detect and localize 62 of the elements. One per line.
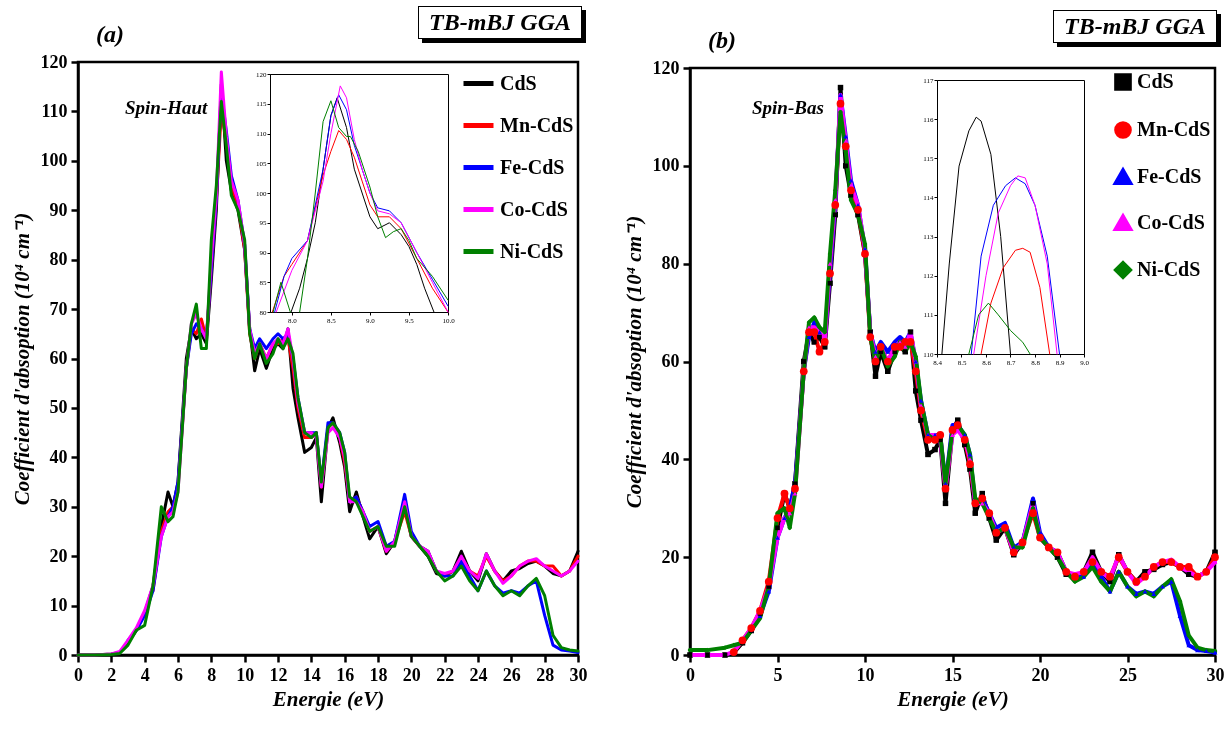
legend-label: CdS <box>1137 70 1174 92</box>
y-axis-title: Coefficient d'absoption (10⁴ cm⁻¹) <box>621 215 646 509</box>
y-tick-label: 100 <box>40 150 68 171</box>
text: TB-mBJ GGA <box>1053 10 1218 43</box>
x-tick-label: 12 <box>269 664 288 685</box>
x-tick-label: 4 <box>140 664 150 685</box>
y-tick-label: 70 <box>49 298 68 319</box>
legend-label: Co-CdS <box>500 197 568 220</box>
y-tick-label: 10 <box>49 595 68 616</box>
y-tick-label: 60 <box>661 351 680 371</box>
x-tick-label: 26 <box>502 664 521 685</box>
x-tick-label: 20 <box>402 664 421 685</box>
x-tick-label: 28 <box>536 664 555 685</box>
y-axis-title: Coefficient d'absoption (10⁴ cm⁻¹) <box>9 212 34 506</box>
y-tick-label: 40 <box>661 448 680 469</box>
annotation: Spin-Haut <box>125 97 208 119</box>
x-tick-label: 10 <box>856 664 875 685</box>
legend-label: Ni-CdS <box>1137 258 1201 280</box>
x-tick-label: 20 <box>1031 664 1050 685</box>
legend-label: Ni-CdS <box>500 239 564 262</box>
legend-label: Mn-CdS <box>500 113 574 136</box>
y-tick-label: 120 <box>652 57 680 78</box>
y-tick-label: 0 <box>58 644 68 665</box>
y-tick-label: 20 <box>661 546 680 567</box>
y-tick-label: 110 <box>41 100 68 121</box>
x-tick-label: 24 <box>469 664 488 685</box>
x-tick-label: 16 <box>336 664 355 685</box>
y-tick-label: 20 <box>49 545 68 566</box>
x-tick-label: 0 <box>686 664 695 685</box>
x-tick-label: 0 <box>74 664 83 685</box>
x-tick-label: 6 <box>174 664 183 685</box>
y-tick-label: 120 <box>40 51 68 72</box>
legend-label: Co-CdS <box>1137 211 1205 233</box>
x-tick-label: 2 <box>107 664 117 685</box>
x-axis-title: Energie (eV) <box>271 686 385 711</box>
legend-label: CdS <box>500 71 537 94</box>
annotation: Spin-Bas <box>752 97 824 119</box>
y-tick-label: 40 <box>49 446 68 467</box>
x-tick-label: 25 <box>1119 664 1137 685</box>
x-tick-label: 22 <box>436 664 455 685</box>
legend-label: Fe-CdS <box>1137 165 1202 187</box>
y-tick-label: 90 <box>49 199 68 220</box>
chart-title: (b) <box>708 27 736 53</box>
text: TB-mBJ GGA <box>418 6 583 39</box>
y-tick-label: 30 <box>49 496 68 517</box>
x-axis-title: Energie (eV) <box>896 686 1009 711</box>
legend-label: Fe-CdS <box>500 155 565 178</box>
y-tick-label: 60 <box>49 348 68 368</box>
x-tick-label: 30 <box>1206 664 1225 685</box>
x-tick-label: 18 <box>369 664 388 685</box>
legend-label: Mn-CdS <box>1137 118 1211 140</box>
y-tick-label: 80 <box>661 253 680 274</box>
x-tick-label: 14 <box>302 664 321 685</box>
x-tick-label: 8 <box>207 664 217 685</box>
y-tick-label: 50 <box>49 397 68 418</box>
y-tick-label: 0 <box>670 644 680 665</box>
x-tick-label: 5 <box>773 664 783 685</box>
y-tick-label: 100 <box>652 155 680 176</box>
x-tick-label: 15 <box>944 664 962 685</box>
y-tick-label: 80 <box>49 249 68 270</box>
x-tick-label: 30 <box>569 664 588 685</box>
chart-title: (a) <box>96 21 124 47</box>
